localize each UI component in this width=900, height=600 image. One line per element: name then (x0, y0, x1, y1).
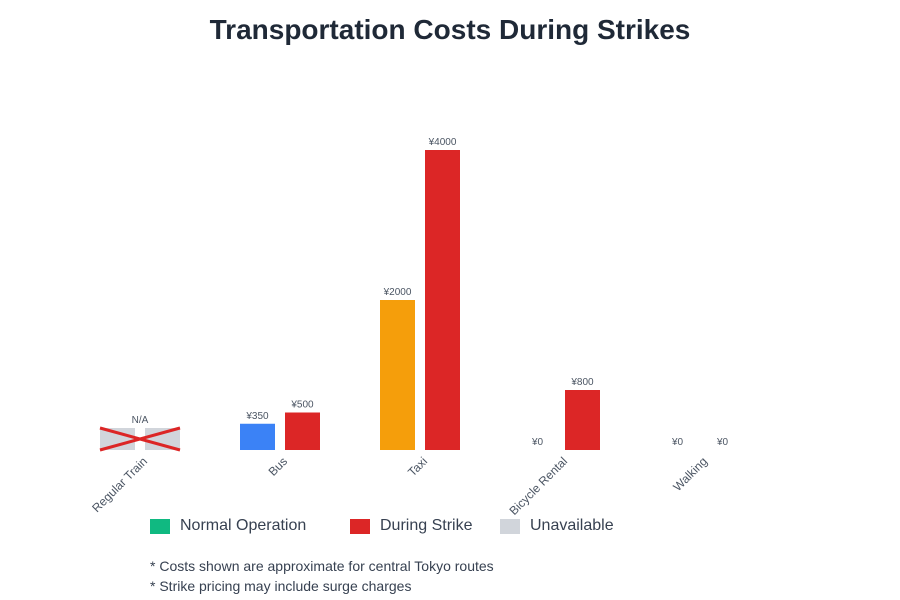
bar-normal (240, 423, 275, 450)
legend-label: Normal Operation (180, 517, 307, 534)
data-label: ¥500 (290, 400, 314, 411)
legend-swatch-strike (350, 518, 370, 534)
data-label: ¥4000 (428, 137, 457, 148)
bar-strike (565, 390, 600, 450)
data-label: ¥0 (531, 437, 544, 448)
legend-item-unavailable: Unavailable (500, 517, 614, 535)
cross-icon (99, 426, 181, 452)
x-tick-label: Bus (266, 454, 291, 479)
footnote: * Strike pricing may include surge charg… (150, 578, 412, 594)
x-tick-label: Taxi (405, 454, 430, 479)
data-label: ¥0 (716, 437, 729, 448)
bar-unavailable (100, 428, 135, 450)
legend-item-normal: Normal Operation (150, 517, 350, 535)
bar-normal (380, 300, 415, 450)
footnotes: * Costs shown are approximate for centra… (150, 556, 494, 596)
footnote: * Costs shown are approximate for centra… (150, 558, 494, 574)
data-label: ¥2000 (383, 287, 412, 298)
data-label: ¥800 (570, 377, 594, 388)
x-tick-label: Walking (670, 454, 710, 494)
data-label: N/A (132, 415, 149, 426)
x-tick-label: Bicycle Rental (506, 454, 570, 518)
chart-title: Transportation Costs During Strikes (209, 14, 691, 45)
bar-strike (425, 150, 460, 450)
data-label: ¥0 (671, 437, 684, 448)
legend-label: Unavailable (530, 517, 614, 534)
bar-unavailable (145, 428, 180, 450)
legend-swatch-unavailable (500, 518, 520, 534)
x-tick-label: Regular Train (89, 454, 150, 515)
legend-item-strike: During Strike (350, 517, 500, 535)
data-label: ¥350 (245, 411, 269, 422)
legend-label: During Strike (380, 517, 473, 534)
legend-swatch-normal (150, 518, 170, 534)
legend: Normal Operation During Strike Unavailab… (150, 517, 614, 535)
bar-strike (285, 412, 320, 450)
